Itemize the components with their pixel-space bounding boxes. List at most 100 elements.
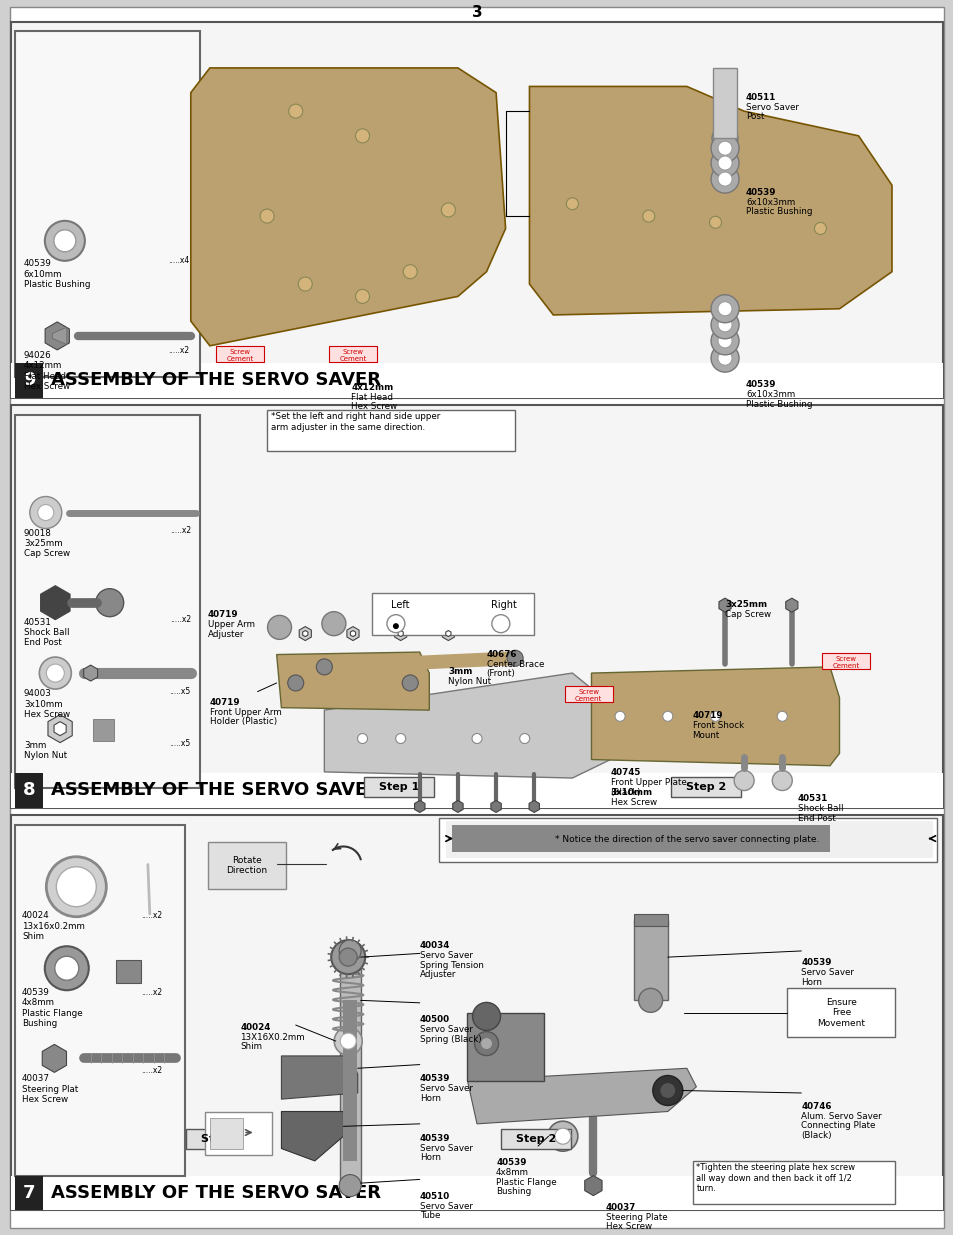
Circle shape — [321, 611, 346, 636]
Bar — [15, 825, 185, 1176]
Text: Horn: Horn — [419, 1094, 440, 1103]
Text: ASSEMBLY OF THE SERVO SAVER: ASSEMBLY OF THE SERVO SAVER — [51, 1184, 381, 1202]
Circle shape — [95, 589, 124, 616]
Text: 40024: 40024 — [240, 1023, 271, 1031]
Polygon shape — [41, 585, 70, 620]
Bar — [15, 415, 200, 788]
Bar — [11, 363, 942, 398]
Text: Cement: Cement — [227, 357, 253, 362]
Circle shape — [56, 867, 96, 906]
Polygon shape — [299, 626, 311, 641]
Text: .....x2: .....x2 — [170, 526, 191, 535]
Circle shape — [659, 1083, 675, 1098]
Circle shape — [710, 135, 739, 162]
Text: 3mm
Nylon Nut: 3mm Nylon Nut — [24, 741, 67, 761]
Circle shape — [334, 1028, 362, 1055]
Text: Front Upper Plate: Front Upper Plate — [610, 778, 685, 787]
Text: Right: Right — [490, 600, 517, 610]
Text: .....x5: .....x5 — [170, 739, 191, 747]
Circle shape — [53, 230, 76, 252]
Circle shape — [47, 857, 106, 916]
Bar — [343, 1000, 356, 1161]
Polygon shape — [45, 322, 70, 350]
Text: Servo Saver: Servo Saver — [419, 951, 473, 960]
Circle shape — [403, 264, 416, 279]
Text: Screw: Screw — [230, 350, 251, 356]
Text: 40034: 40034 — [419, 941, 450, 950]
Circle shape — [710, 345, 739, 372]
Bar — [363, 777, 434, 797]
Text: .....x2: .....x2 — [170, 615, 191, 624]
Circle shape — [47, 664, 64, 682]
Bar — [205, 1112, 272, 1155]
Bar — [692, 1161, 894, 1204]
Polygon shape — [302, 631, 308, 636]
Polygon shape — [719, 598, 730, 613]
Bar — [339, 951, 360, 1186]
Circle shape — [480, 1037, 492, 1050]
Circle shape — [474, 1031, 498, 1056]
Text: 40719: 40719 — [210, 698, 240, 706]
Text: Screw: Screw — [342, 350, 363, 356]
Circle shape — [267, 615, 292, 640]
Bar — [467, 1013, 543, 1081]
Circle shape — [260, 209, 274, 224]
Circle shape — [402, 676, 417, 690]
Text: 40510: 40510 — [419, 1192, 450, 1200]
Text: Horn: Horn — [419, 1153, 440, 1162]
Text: Plastic Flange: Plastic Flange — [496, 1178, 557, 1187]
Bar — [216, 347, 264, 362]
Text: Oil: Oil — [232, 1129, 245, 1139]
Text: 7: 7 — [23, 1184, 35, 1202]
Text: 94003
3x10mm
Hex Screw: 94003 3x10mm Hex Screw — [24, 689, 70, 719]
Text: 40511: 40511 — [745, 93, 776, 101]
Text: Flat Head: Flat Head — [351, 393, 393, 401]
Bar — [210, 1118, 243, 1149]
Circle shape — [709, 216, 720, 228]
Circle shape — [718, 172, 731, 186]
Bar — [15, 1176, 43, 1210]
Circle shape — [711, 125, 738, 152]
Bar — [634, 920, 667, 1000]
Text: Cement: Cement — [575, 697, 601, 701]
Bar — [11, 773, 942, 808]
Circle shape — [772, 771, 791, 790]
Text: (Black): (Black) — [801, 1130, 831, 1140]
Text: Hex Screw: Hex Screw — [610, 798, 656, 806]
Circle shape — [338, 1174, 361, 1197]
Text: ASSEMBLY OF THE SERVO SAVER: ASSEMBLY OF THE SERVO SAVER — [51, 372, 381, 389]
Bar — [11, 22, 942, 398]
Text: 4x12mm: 4x12mm — [351, 383, 393, 391]
Text: 94026
4x12mm
Flat Head
Hex Screw: 94026 4x12mm Flat Head Hex Screw — [24, 351, 70, 391]
Polygon shape — [347, 626, 358, 641]
Circle shape — [441, 203, 455, 217]
Polygon shape — [415, 800, 424, 813]
Text: Servo Saver: Servo Saver — [745, 103, 799, 111]
Text: Servo Saver: Servo Saver — [419, 1144, 473, 1152]
Text: 3: 3 — [471, 5, 482, 20]
Text: 40719: 40719 — [692, 711, 722, 720]
Circle shape — [718, 317, 731, 332]
Circle shape — [547, 1121, 578, 1151]
Circle shape — [472, 734, 481, 743]
Circle shape — [45, 221, 85, 261]
Text: Connecting Plate: Connecting Plate — [801, 1121, 875, 1130]
Text: *Tighten the steering plate hex screw
all way down and then back it off 1/2
turn: *Tighten the steering plate hex screw al… — [696, 1163, 855, 1193]
Circle shape — [357, 734, 367, 743]
Text: Center Brace: Center Brace — [486, 659, 543, 668]
Text: Front Upper Arm: Front Upper Arm — [210, 708, 281, 716]
Bar — [15, 31, 200, 377]
Text: ASSEMBLY OF THE SERVO SAVER: ASSEMBLY OF THE SERVO SAVER — [51, 782, 381, 799]
Circle shape — [710, 711, 720, 721]
Bar — [116, 960, 141, 983]
Circle shape — [734, 771, 753, 790]
Text: Left: Left — [391, 600, 410, 610]
Circle shape — [39, 657, 71, 689]
Text: Step 1: Step 1 — [201, 1134, 241, 1144]
Circle shape — [289, 104, 302, 119]
Text: (Black): (Black) — [610, 788, 640, 797]
Circle shape — [718, 351, 731, 366]
Circle shape — [288, 676, 303, 690]
Circle shape — [718, 333, 731, 348]
Text: Servo Saver: Servo Saver — [801, 968, 854, 977]
